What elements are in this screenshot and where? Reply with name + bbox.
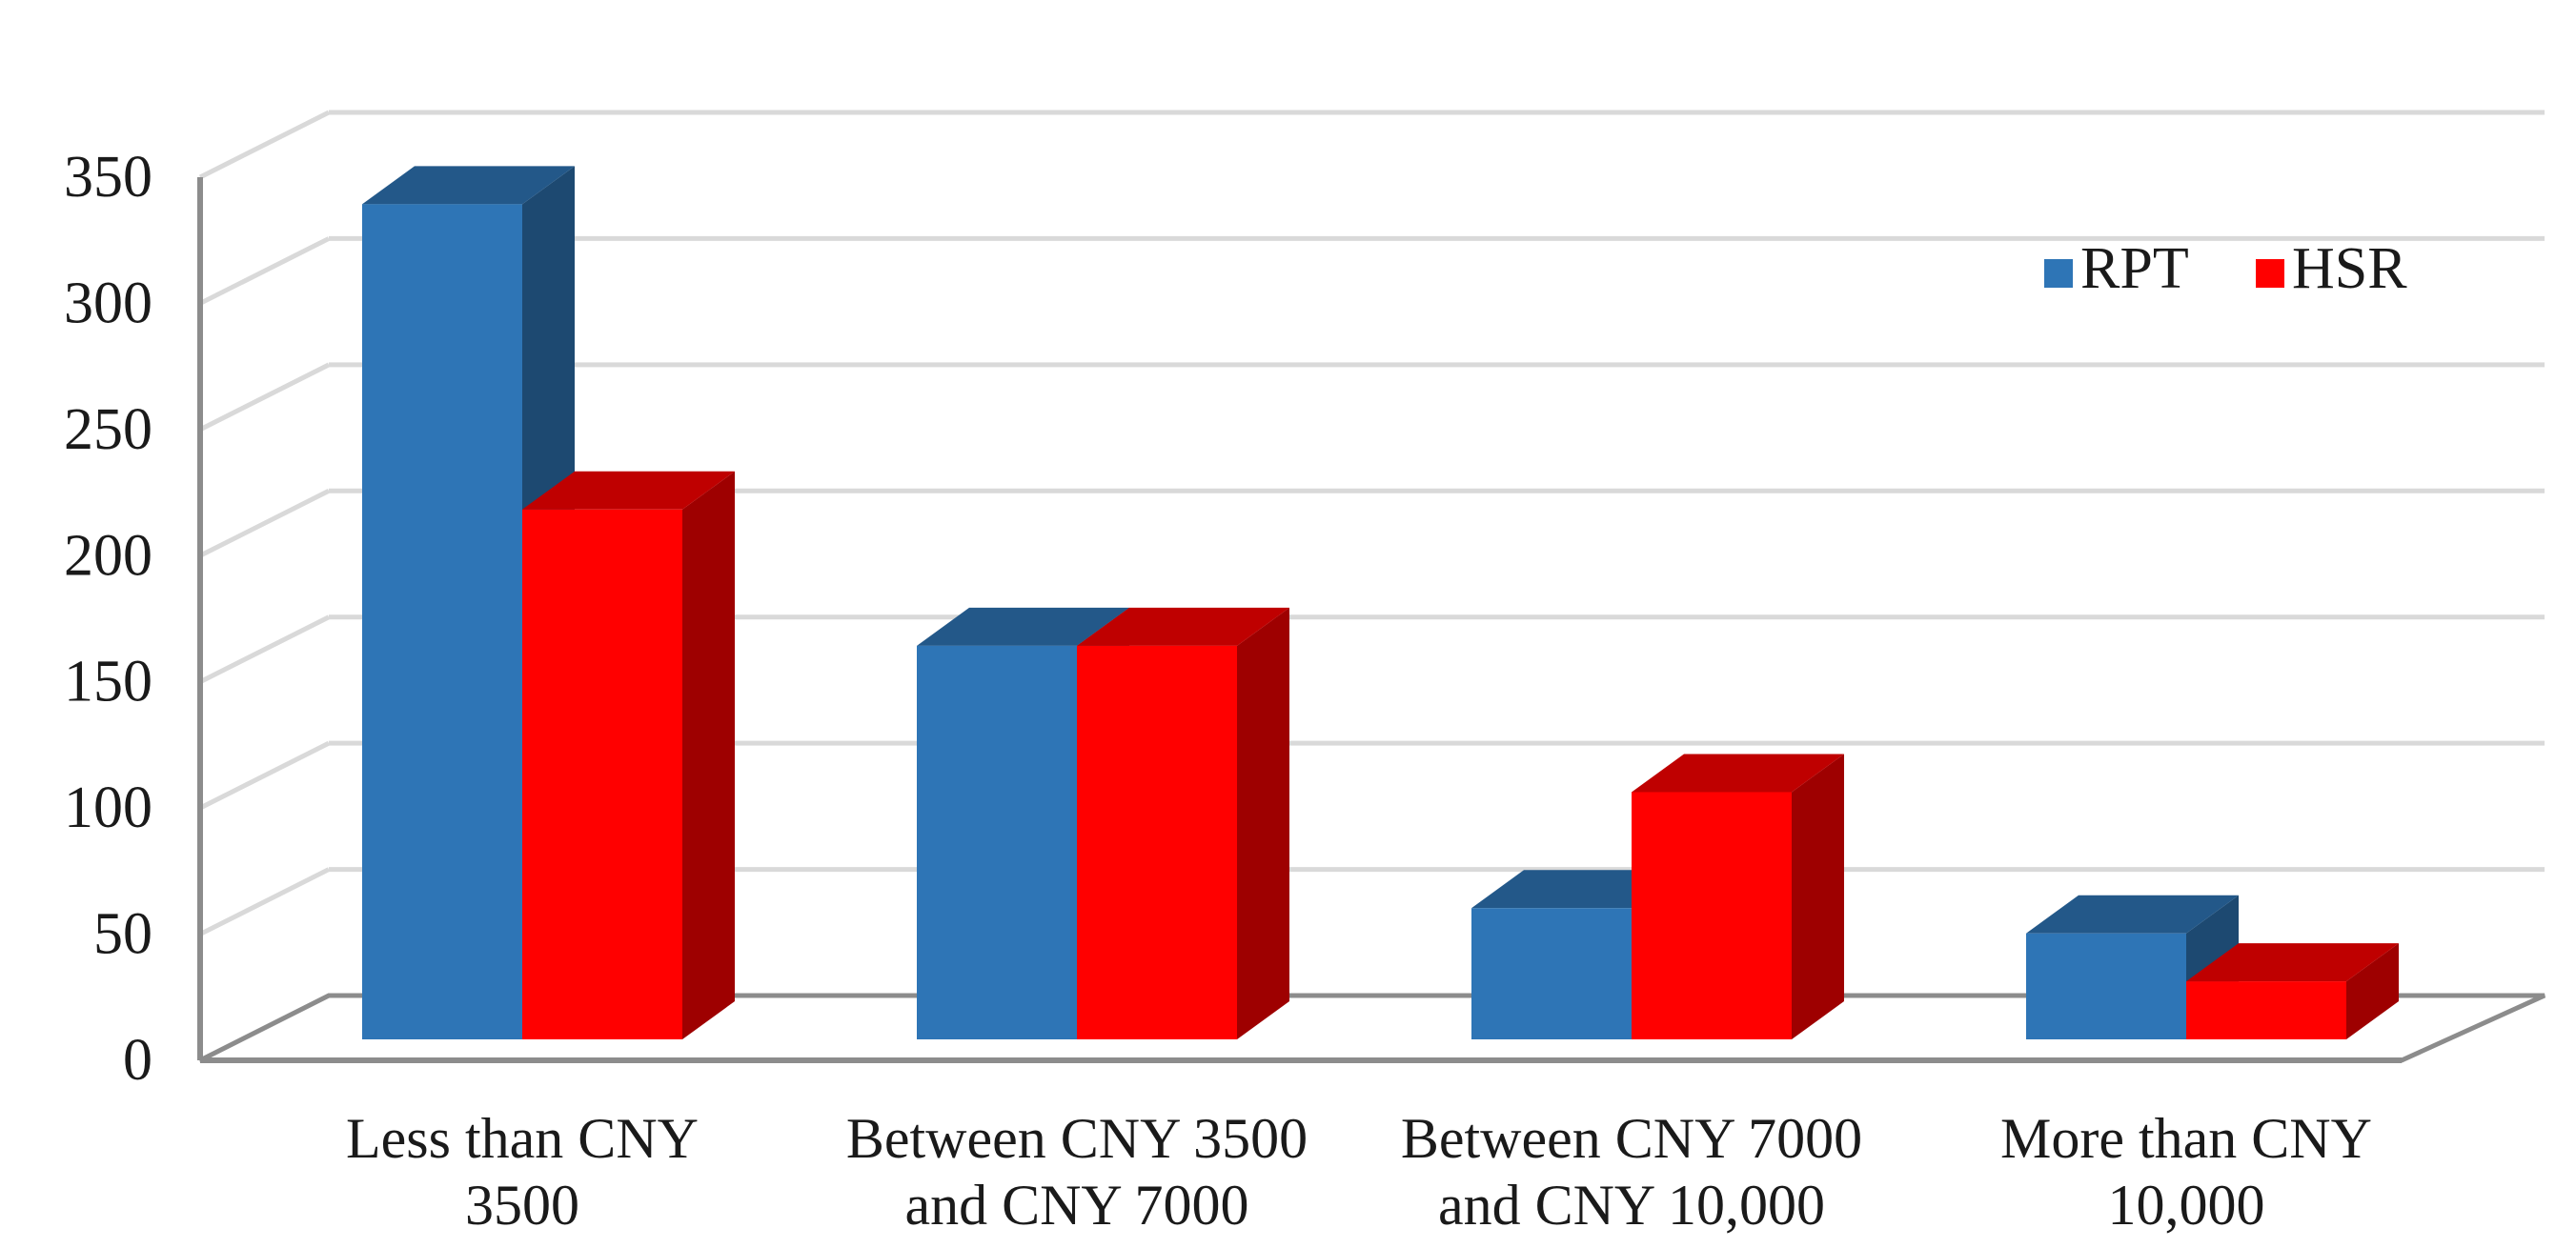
- legend-label-rpt: RPT: [2080, 236, 2189, 301]
- bar-top-face: [1632, 754, 1844, 793]
- bar-top-face: [1471, 870, 1684, 909]
- x-category-label: Less than CNY 3500: [346, 1107, 699, 1237]
- x-category-label-line: 10,000: [2108, 1174, 2265, 1237]
- x-category-label: Between CNY 3500 and CNY 7000: [846, 1107, 1308, 1237]
- x-category-label-line: and CNY 10,000: [1438, 1174, 1825, 1237]
- bar-front-face: [2026, 933, 2186, 1039]
- gridline-side: [198, 236, 331, 306]
- bar-top-face: [917, 607, 1129, 646]
- bar-front-face: [1077, 645, 1237, 1039]
- legend: RPT HSR: [2044, 236, 2407, 301]
- y-tick-label: 300: [64, 271, 152, 335]
- gridline-side: [198, 489, 331, 558]
- legend-label-hsr: HSR: [2292, 236, 2407, 301]
- x-category-label-line: Between CNY 7000: [1401, 1107, 1862, 1170]
- bar-hsr: [1077, 607, 1289, 1039]
- x-category-label-line: 3500: [465, 1174, 579, 1237]
- x-category-label-line: Less than CNY: [346, 1107, 699, 1170]
- bar-front-face: [2186, 981, 2346, 1039]
- bar-top-face: [2026, 895, 2239, 934]
- bar-top-face: [362, 166, 575, 205]
- gridline-side: [198, 867, 331, 936]
- x-category-label-line: Between CNY 3500: [846, 1107, 1308, 1170]
- bar-side-face: [1792, 754, 1844, 1039]
- y-tick-label: 50: [93, 902, 152, 967]
- bar-front-face: [522, 509, 682, 1039]
- legend-swatch-hsr: [2256, 259, 2284, 288]
- bars: [362, 166, 2399, 1039]
- y-tick-label: 200: [64, 523, 152, 588]
- bar-top-face: [1077, 607, 1289, 646]
- y-tick-label: 250: [64, 397, 152, 462]
- x-category-label-line: More than CNY: [2000, 1107, 2372, 1170]
- gridline-side: [198, 740, 331, 811]
- y-tick-label: 350: [64, 145, 152, 210]
- bar-hsr: [2186, 943, 2399, 1039]
- bar-top-face: [522, 471, 735, 510]
- gridline-side: [198, 110, 331, 180]
- bar-front-face: [1632, 792, 1792, 1039]
- bar-hsr: [522, 471, 735, 1039]
- bar-side-face: [1237, 607, 1289, 1039]
- legend-swatch-rpt: [2044, 259, 2073, 288]
- y-tick-label: 150: [64, 650, 152, 715]
- gridline-side: [198, 614, 331, 684]
- bar-side-face: [2346, 943, 2399, 1039]
- y-axis-ticks: 0 50 100 150 200 250 300 350: [64, 145, 152, 1093]
- bar-front-face: [1471, 908, 1632, 1039]
- bar-side-face: [682, 471, 735, 1039]
- y-tick-label: 0: [123, 1028, 152, 1093]
- bar-hsr: [1632, 754, 1844, 1039]
- x-category-label: More than CNY 10,000: [2000, 1107, 2372, 1237]
- bar-front-face: [362, 204, 522, 1039]
- axes: [197, 177, 2546, 1063]
- gridline-side: [198, 362, 331, 433]
- y-tick-label: 100: [64, 775, 152, 840]
- x-category-label: Between CNY 7000 and CNY 10,000: [1401, 1107, 1862, 1237]
- bar-front-face: [917, 645, 1077, 1039]
- bar-top-face: [2186, 943, 2399, 982]
- x-category-label-line: and CNY 7000: [904, 1174, 1248, 1237]
